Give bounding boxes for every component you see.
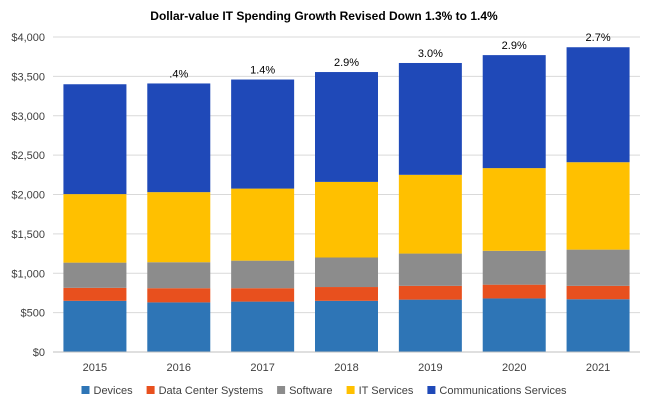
bar-segment <box>63 84 127 195</box>
bar-segment <box>315 72 378 182</box>
bar-segment <box>147 262 211 289</box>
bar-segment <box>398 174 462 254</box>
x-tick-label: 2021 <box>586 362 610 374</box>
bar-segment <box>398 253 462 286</box>
growth-labels: .4% 1.4% 2.9% 3.0% 2.9% 2.7% <box>169 32 611 80</box>
growth-label: .4% <box>169 68 188 80</box>
legend-item: Devices <box>81 385 134 397</box>
growth-label: 1.4% <box>250 65 275 77</box>
growth-label: 2.9% <box>502 40 527 52</box>
x-tick-label: 2015 <box>83 362 107 374</box>
legend-swatch <box>146 386 155 394</box>
legend-swatch <box>277 386 286 394</box>
legend-label: Software <box>289 385 332 397</box>
legend: Devices Data Center Systems Software IT Ser… <box>81 385 567 397</box>
y-tick-label: $1,500 <box>11 229 45 241</box>
bar-segment <box>315 300 378 352</box>
y-tick-label: $1,000 <box>11 268 45 280</box>
bar-segment <box>63 194 127 263</box>
x-tick-label: 2018 <box>334 362 358 374</box>
bar-segment <box>398 299 462 352</box>
bar-segment <box>482 284 546 299</box>
legend-label: Data Center Systems <box>159 385 264 397</box>
legend-item: IT Services <box>346 385 414 397</box>
bar-segment <box>231 260 295 289</box>
legend-item: Data Center Systems <box>146 385 264 397</box>
bar-segment <box>231 79 295 189</box>
bar-segment <box>482 55 546 169</box>
bar-segment <box>482 298 546 352</box>
x-tick-label: 2019 <box>418 362 442 374</box>
growth-label: 2.7% <box>586 32 611 44</box>
bar-segment <box>566 285 630 300</box>
growth-label: 3.0% <box>418 48 443 60</box>
bar-segment <box>231 288 295 302</box>
bar-segment <box>147 83 211 193</box>
bar-segment <box>566 47 630 163</box>
legend-label: Communications Services <box>439 385 567 397</box>
bar-segment <box>231 301 295 352</box>
y-tick-label: $500 <box>21 308 45 320</box>
bar-segment <box>231 188 295 261</box>
bar-segment <box>566 162 630 250</box>
legend-label: IT Services <box>359 385 414 397</box>
y-tick-label: $2,500 <box>11 150 45 162</box>
y-axis: $0 $500 $1,000 $1,500 $2,000 $2,500 $3,000 $3,5… <box>11 32 45 359</box>
y-tick-label: $2,000 <box>11 190 45 202</box>
legend-item: Communications Services <box>427 385 567 397</box>
y-tick-label: $0 <box>33 347 45 359</box>
x-axis: 2015 2016 2017 2018 2019 2020 2021 <box>53 351 640 374</box>
x-tick-label: 2017 <box>250 362 274 374</box>
legend-swatch <box>346 386 355 394</box>
x-tick-label: 2020 <box>502 362 526 374</box>
y-tick-label: $4,000 <box>11 32 45 44</box>
bar-segment <box>147 288 211 303</box>
growth-label: 2.9% <box>334 57 359 69</box>
y-tick-label: $3,000 <box>11 111 45 123</box>
legend-swatch <box>81 386 90 394</box>
bar-segment <box>398 62 462 175</box>
bar-segment <box>482 250 546 285</box>
bar-segment <box>398 285 462 300</box>
bar-segment <box>315 181 378 258</box>
x-tick-label: 2016 <box>167 362 191 374</box>
legend-swatch <box>427 386 436 394</box>
chart-title: Dollar-value IT Spending Growth Revised … <box>150 9 498 23</box>
bar-segment <box>566 299 630 352</box>
bar-segment <box>566 249 630 286</box>
bars <box>63 47 630 352</box>
bar-segment <box>147 192 211 263</box>
legend-label: Devices <box>94 385 134 397</box>
bar-segment <box>482 168 546 251</box>
bar-segment <box>315 257 378 288</box>
y-tick-label: $3,500 <box>11 71 45 83</box>
bar-segment <box>63 300 127 352</box>
bar-segment <box>315 287 378 301</box>
bar-segment <box>147 302 211 352</box>
legend-item: Software <box>277 385 333 397</box>
bar-segment <box>63 262 127 288</box>
bar-segment <box>63 287 127 301</box>
